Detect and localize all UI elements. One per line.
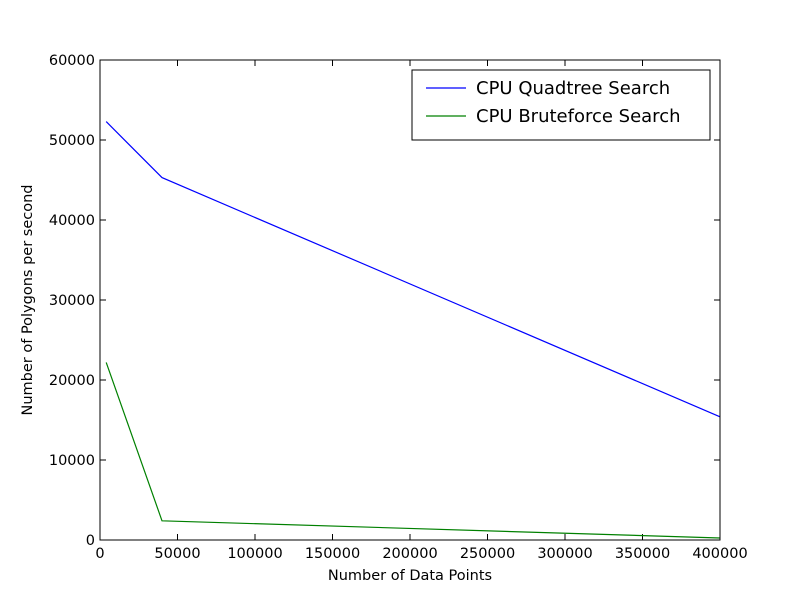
series-line-2 [105, 362, 721, 539]
x-tick-label: 0 [95, 546, 104, 562]
y-axis-label: Number of Polygons per second [20, 185, 36, 416]
x-tick-label: 350000 [615, 546, 670, 562]
y-tick-label: 20000 [49, 373, 95, 389]
x-tick-label: 100000 [227, 546, 282, 562]
y-tick-label: 50000 [49, 133, 95, 149]
y-tick-label: 30000 [49, 293, 95, 309]
y-tick-label: 10000 [49, 453, 95, 469]
ticks-layer: 0 50000 100000 150000 200000 250000 300000 3500… [49, 53, 748, 562]
series-line-1 [105, 121, 721, 418]
y-tick-label: 60000 [49, 53, 95, 69]
x-tick-label: 50000 [154, 546, 200, 562]
plot-frame [99, 59, 721, 541]
y-tick-label: 40000 [49, 213, 95, 229]
x-tick-label: 250000 [460, 546, 515, 562]
legend: CPU Quadtree Search CPU Bruteforce Search [411, 69, 711, 141]
legend-label-1: CPU Quadtree Search [476, 78, 670, 99]
legend-box [411, 69, 711, 141]
x-axis-label: Number of Data Points [328, 568, 492, 584]
x-tick-label: 150000 [305, 546, 360, 562]
x-tick-label: 300000 [537, 546, 592, 562]
x-tick-label: 400000 [692, 546, 747, 562]
legend-label-2: CPU Bruteforce Search [476, 106, 681, 127]
x-tick-label: 200000 [382, 546, 437, 562]
series-layer [105, 121, 721, 539]
y-tick-label: 0 [86, 533, 95, 549]
